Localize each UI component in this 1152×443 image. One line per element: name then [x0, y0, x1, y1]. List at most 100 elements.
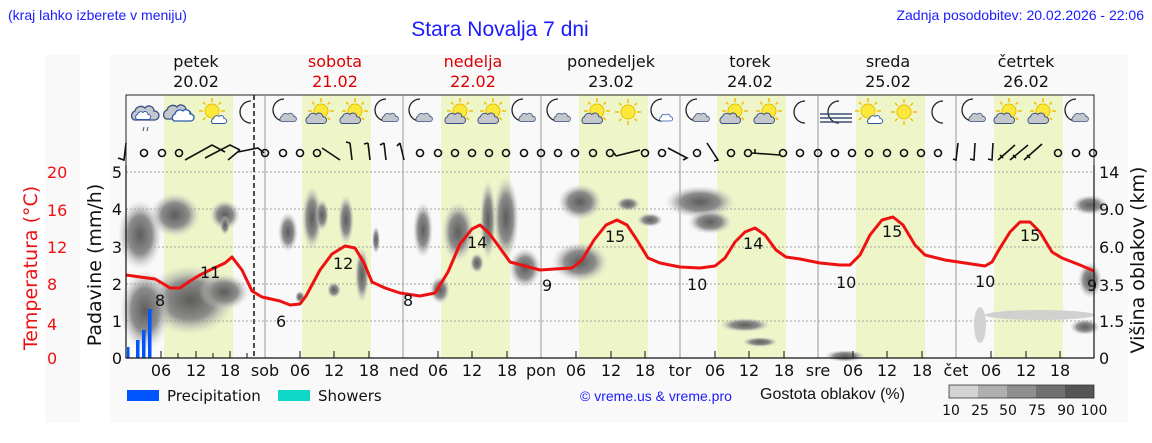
calm-icon — [553, 148, 563, 158]
svg-text:12: 12 — [186, 361, 206, 380]
svg-text:1.5: 1.5 — [1099, 312, 1124, 331]
cloud-axis-ticks: 0 1.5 3.5 6.0 9.0 14 — [1099, 163, 1124, 368]
precipitation-bars — [127, 309, 152, 358]
svg-text:4: 4 — [47, 315, 57, 334]
day-name: sreda — [865, 52, 911, 71]
location-hint[interactable]: (kraj lahko izberete v meniju) — [8, 7, 187, 23]
temp-label: 10 — [836, 273, 856, 292]
day-header-petek: petek 20.02 — [126, 52, 266, 92]
svg-text:06: 06 — [981, 361, 1001, 380]
svg-text:12: 12 — [1016, 361, 1036, 380]
calm-icon — [433, 148, 443, 158]
svg-text:06: 06 — [151, 361, 171, 380]
precipitation-legend: Precipitation — [167, 387, 261, 405]
moon-icon — [793, 100, 806, 124]
calm-icon — [312, 148, 322, 158]
svg-text:50: 50 — [999, 403, 1017, 419]
svg-text:25: 25 — [971, 403, 989, 419]
calm-icon — [692, 148, 702, 158]
svg-text:06: 06 — [843, 361, 863, 380]
wind-barb-icon — [997, 144, 1016, 161]
calm-icon — [916, 148, 926, 158]
cloud-density — [118, 176, 1108, 362]
moon-cloud-icon — [272, 98, 297, 122]
moon-fog-icon — [820, 100, 852, 124]
day-date: 25.02 — [865, 72, 911, 91]
day-name: torek — [729, 52, 771, 71]
svg-text:12: 12 — [739, 361, 759, 380]
x-ticks — [160, 351, 1061, 358]
day-header-ponedeljek: ponedeljek 23.02 — [541, 52, 681, 92]
day-header-cetrtek: četrtek 26.02 — [956, 52, 1096, 92]
temperature-line — [125, 215, 1095, 307]
day-header-sreda: sreda 25.02 — [818, 52, 958, 92]
calm-icon — [795, 148, 805, 158]
calm-icon — [278, 148, 288, 158]
temp-label: 6 — [276, 312, 286, 331]
temp-annotations: 8 11 6 12 8 14 9 15 10 14 10 15 10 15 9 — [155, 222, 1097, 331]
svg-text:18: 18 — [912, 361, 932, 380]
day-header-nedelja: nedelja 22.02 — [403, 52, 543, 92]
calm-icon — [933, 148, 943, 158]
moon-cloud-icon — [546, 98, 571, 122]
last-update: Zadnja posodobitev: 20.02.2026 - 22:06 — [896, 7, 1144, 23]
svg-text:12: 12 — [47, 238, 67, 257]
svg-text:sre: sre — [806, 361, 830, 380]
calm-icon — [588, 148, 598, 158]
calm-icon — [778, 148, 788, 158]
calm-icon — [726, 148, 736, 158]
wind-barb-icon — [751, 149, 781, 156]
calm-icon — [570, 148, 580, 158]
temp-label: 8 — [155, 291, 165, 310]
cloud-density-scale — [948, 384, 1095, 399]
wind-barb-icon — [363, 142, 371, 161]
svg-text:18: 18 — [1050, 361, 1070, 380]
calm-icon — [605, 148, 615, 158]
temp-label: 10 — [687, 275, 707, 294]
svg-text:18: 18 — [220, 361, 240, 380]
temp-label: 15 — [1020, 226, 1040, 245]
temp-label: 10 — [975, 272, 995, 291]
wind-barb-icon — [345, 141, 353, 161]
temp-label: 14 — [467, 233, 487, 252]
day-name: petek — [173, 52, 219, 71]
calm-icon — [174, 148, 184, 158]
showers-legend: Showers — [318, 387, 382, 405]
svg-text:06: 06 — [566, 361, 586, 380]
wind-barb-icon — [1023, 143, 1043, 161]
copyright-link[interactable]: © vreme.us & vreme.pro — [580, 388, 732, 404]
showers-swatch — [278, 390, 310, 401]
day-name: četrtek — [997, 52, 1055, 71]
day-name: nedelja — [443, 52, 503, 71]
temp-label: 15 — [882, 222, 902, 241]
calm-icon — [899, 148, 909, 158]
day-name: ponedeljek — [567, 52, 655, 71]
svg-text:0: 0 — [112, 349, 122, 368]
calm-icon — [830, 148, 840, 158]
calm-icon — [501, 148, 511, 158]
svg-text:100: 100 — [1081, 403, 1108, 419]
svg-text:75: 75 — [1028, 403, 1046, 419]
calm-icon — [139, 148, 149, 158]
wind-barb-icon — [987, 142, 994, 162]
calm-icon — [882, 148, 892, 158]
cloud-density-ticks: 10 25 50 75 90 100 — [942, 403, 1107, 419]
temp-label: 12 — [333, 254, 353, 273]
day-date: 22.02 — [450, 72, 496, 91]
wind-barb-icon — [667, 147, 689, 161]
cloud-axis-title: Višina oblakov (km) — [1127, 167, 1149, 354]
calm-icon — [536, 148, 546, 158]
day-name: sobota — [307, 52, 363, 71]
svg-text:5: 5 — [112, 163, 122, 182]
calm-icon — [1071, 148, 1081, 158]
calm-icon — [743, 148, 753, 158]
day-date: 23.02 — [588, 72, 634, 91]
svg-text:12: 12 — [601, 361, 621, 380]
day-date: 20.02 — [173, 72, 219, 91]
day-date: 21.02 — [312, 72, 358, 91]
day-date: 24.02 — [727, 72, 773, 91]
svg-text:12: 12 — [877, 361, 897, 380]
x-tick-labels: 06 12 18 sob 06 12 18 ned 06 12 18 pon 0… — [151, 361, 1070, 380]
calm-icon — [864, 148, 874, 158]
